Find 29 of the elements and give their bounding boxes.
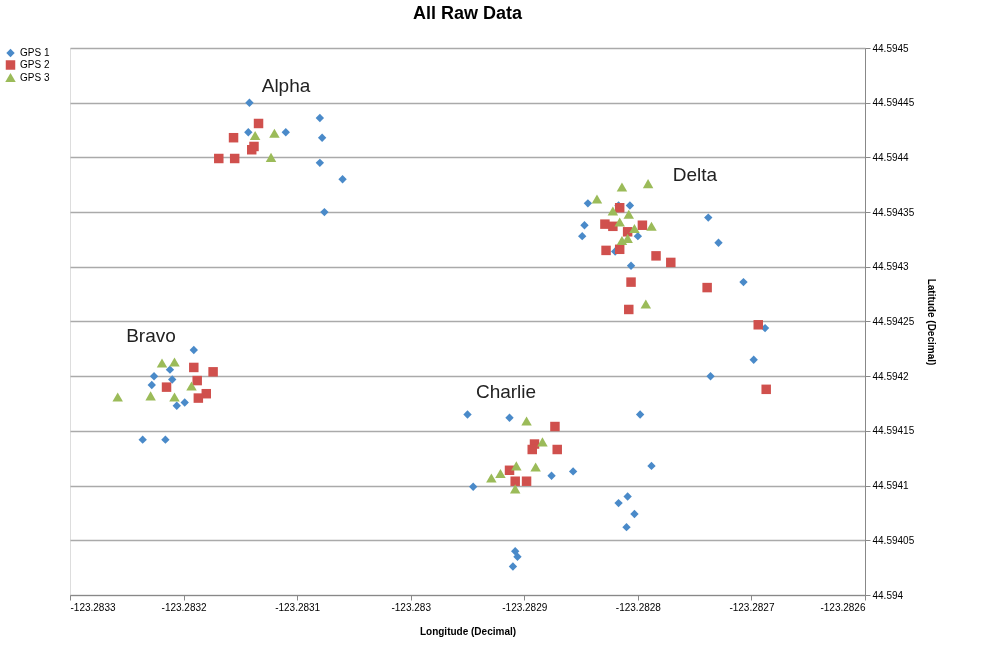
- y-tick-label: 44.59415: [872, 425, 915, 437]
- legend-label: GPS 3: [20, 71, 50, 83]
- y-tick-label: 44.5945: [872, 42, 910, 54]
- x-tick-label: -123.2827: [729, 601, 775, 613]
- chart-title: All Raw Data: [412, 3, 523, 23]
- annotation: Bravo: [126, 325, 176, 346]
- y-tick-label: 44.5944: [872, 151, 910, 163]
- annotation: Delta: [672, 164, 718, 185]
- x-tick-label: -123.2833: [70, 601, 116, 613]
- y-tick-label: 44.59445: [872, 97, 915, 109]
- legend-label: GPS 2: [20, 59, 50, 70]
- y-tick-label: 44.594: [872, 589, 904, 601]
- x-tick-label: -123.283: [391, 601, 432, 613]
- x-tick-label: -123.2826: [820, 601, 866, 613]
- y-tick-label: 44.5941: [872, 480, 910, 492]
- annotation: Charlie: [475, 381, 537, 402]
- x-axis-title: Longitude (Decimal): [419, 625, 517, 637]
- y-tick-label: 44.5943: [872, 261, 910, 273]
- x-tick-label: -123.2832: [161, 601, 208, 613]
- y-tick-label: 44.59405: [872, 534, 915, 546]
- y-tick-label: 44.59435: [872, 206, 915, 218]
- x-tick-label: -123.2828: [615, 601, 662, 613]
- x-tick-label: -123.2831: [275, 601, 321, 613]
- annotation: Alpha: [261, 75, 311, 96]
- legend-label: GPS 1: [20, 47, 50, 58]
- y-tick-label: 44.59425: [872, 316, 915, 327]
- y-tick-label: 44.5942: [872, 370, 910, 382]
- y-axis-title: Latitude (Decimal): [926, 278, 938, 366]
- x-tick-label: -123.2829: [502, 601, 548, 613]
